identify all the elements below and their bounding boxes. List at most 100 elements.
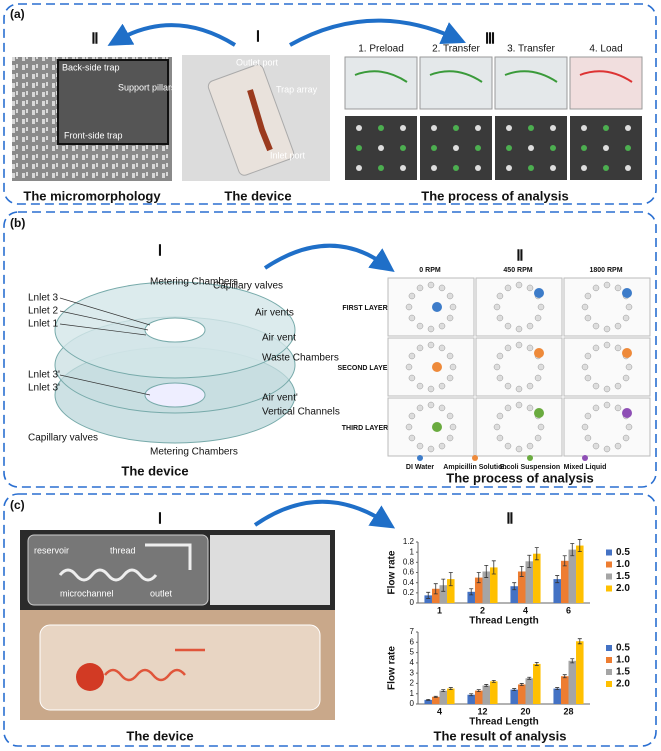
bar bbox=[447, 579, 455, 603]
error-bar bbox=[555, 575, 560, 584]
legend-swatch bbox=[606, 585, 612, 592]
device-label: Lnlet 2 bbox=[28, 306, 58, 317]
image-label: Inlet port bbox=[270, 150, 306, 160]
image-label: microchannel bbox=[60, 588, 114, 598]
legend-label: Mixed Liquid bbox=[564, 464, 607, 471]
y-tick-label: 3 bbox=[410, 668, 415, 677]
chamber bbox=[537, 303, 545, 311]
image-label: thread bbox=[110, 545, 136, 555]
trap-dot bbox=[356, 145, 362, 151]
chamber bbox=[405, 423, 413, 431]
legend-swatch bbox=[606, 657, 612, 663]
device-label: Vertical Channels bbox=[262, 407, 340, 418]
trap-dot bbox=[625, 145, 631, 151]
error-bar bbox=[469, 588, 474, 596]
roman-label: Ⅰ bbox=[158, 511, 162, 527]
chamber bbox=[515, 385, 523, 393]
trap-dot bbox=[603, 165, 609, 171]
bar bbox=[482, 685, 491, 704]
y-tick-label: 1 bbox=[410, 689, 415, 698]
y-tick-label: 4 bbox=[410, 658, 415, 667]
bar bbox=[568, 549, 577, 603]
chamber bbox=[449, 423, 457, 431]
chamber bbox=[534, 434, 542, 442]
y-tick-label: 5 bbox=[410, 648, 415, 657]
bar bbox=[467, 591, 475, 603]
panel-border bbox=[3, 211, 657, 488]
chamber bbox=[592, 382, 600, 390]
chamber bbox=[446, 292, 454, 300]
x-tick-label: 12 bbox=[477, 706, 487, 716]
chamber bbox=[496, 314, 504, 322]
trap-dot bbox=[475, 125, 481, 131]
trap-dot bbox=[506, 165, 512, 171]
bar bbox=[576, 641, 584, 704]
y-tick-label: 0.6 bbox=[403, 568, 415, 577]
device-label: Metering Chambers bbox=[150, 447, 238, 458]
bar bbox=[533, 663, 541, 704]
bar bbox=[490, 681, 498, 704]
arrow bbox=[263, 243, 395, 273]
roman-label: Ⅰ bbox=[158, 243, 162, 259]
liquid bbox=[622, 288, 632, 298]
liquid bbox=[432, 362, 442, 372]
chamber bbox=[496, 352, 504, 360]
chamber bbox=[416, 382, 424, 390]
chamber bbox=[493, 363, 501, 371]
chamber bbox=[526, 284, 534, 292]
caption: The result of analysis bbox=[434, 728, 567, 743]
roman-label: Ⅰ bbox=[256, 29, 260, 45]
roman-label: Ⅲ bbox=[485, 31, 495, 47]
y-tick-label: 0.4 bbox=[403, 578, 415, 587]
error-bar bbox=[570, 543, 575, 557]
y-tick-label: 7 bbox=[410, 627, 415, 636]
speed-label: 450 RPM bbox=[503, 267, 532, 274]
device-label: Lnlet 3' bbox=[28, 370, 60, 381]
chamber bbox=[526, 442, 534, 450]
error-bar bbox=[448, 572, 453, 587]
panel-label: (a) bbox=[10, 7, 25, 21]
x-axis-title: Thread Length bbox=[469, 616, 538, 627]
chamber bbox=[603, 385, 611, 393]
chamber bbox=[581, 363, 589, 371]
chamber bbox=[416, 344, 424, 352]
leader-line bbox=[59, 374, 151, 396]
panel-label: (c) bbox=[10, 498, 25, 512]
chamber bbox=[416, 404, 424, 412]
bar bbox=[510, 586, 518, 603]
bar bbox=[553, 688, 561, 704]
trap-dot bbox=[550, 125, 556, 131]
trap-dot bbox=[475, 165, 481, 171]
chamber bbox=[526, 344, 534, 352]
step-diagram bbox=[419, 56, 493, 110]
chamber bbox=[515, 325, 523, 333]
chamber bbox=[493, 303, 501, 311]
chamber bbox=[504, 442, 512, 450]
chamber bbox=[614, 284, 622, 292]
bar bbox=[576, 545, 584, 603]
error-bar bbox=[562, 555, 567, 567]
chamber bbox=[504, 344, 512, 352]
trap-dot bbox=[453, 165, 459, 171]
liquid bbox=[534, 348, 544, 358]
step-arrow bbox=[429, 70, 483, 83]
chamber bbox=[625, 363, 633, 371]
legend-label: 1.5 bbox=[616, 667, 630, 678]
chamber bbox=[603, 281, 611, 289]
chamber bbox=[496, 412, 504, 420]
chamber bbox=[603, 401, 611, 409]
bar bbox=[568, 660, 577, 704]
chamber bbox=[526, 404, 534, 412]
legend-swatch bbox=[606, 573, 612, 580]
error-bar bbox=[491, 679, 496, 683]
device-label: Air vent' bbox=[262, 393, 298, 404]
bar bbox=[490, 567, 498, 603]
disc-hub bbox=[144, 317, 206, 343]
error-bar bbox=[512, 582, 517, 591]
image-label: Trap array bbox=[276, 84, 318, 94]
legend-label: 2.0 bbox=[616, 679, 630, 690]
chamber bbox=[622, 314, 630, 322]
chamber bbox=[504, 322, 512, 330]
chamber bbox=[622, 374, 630, 382]
trap-dot bbox=[581, 165, 587, 171]
